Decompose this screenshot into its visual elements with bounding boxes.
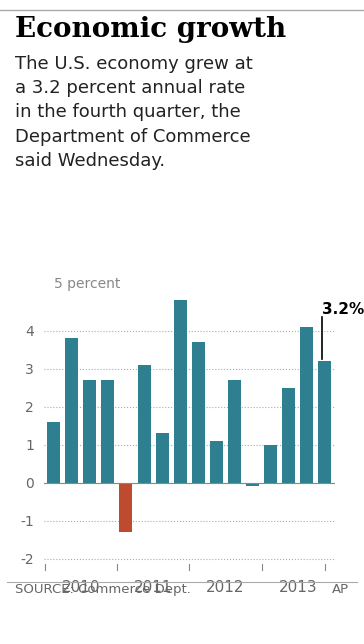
- Bar: [282, 388, 295, 482]
- Bar: [156, 433, 169, 482]
- Bar: [174, 300, 187, 482]
- Bar: [264, 444, 277, 482]
- Bar: [65, 338, 78, 482]
- Bar: [246, 482, 259, 486]
- Bar: [83, 380, 96, 482]
- Text: 3.2%: 3.2%: [322, 303, 364, 317]
- Text: Economic growth: Economic growth: [15, 16, 286, 43]
- Bar: [318, 361, 332, 482]
- Text: The U.S. economy grew at
a 3.2 percent annual rate
in the fourth quarter, the
De: The U.S. economy grew at a 3.2 percent a…: [15, 55, 252, 170]
- Bar: [192, 342, 205, 482]
- Bar: [300, 327, 313, 482]
- Text: SOURCE: Commerce Dept.: SOURCE: Commerce Dept.: [15, 583, 190, 596]
- Bar: [210, 440, 223, 482]
- Bar: [228, 380, 241, 482]
- Text: AP: AP: [332, 583, 349, 596]
- Text: 5 percent: 5 percent: [54, 277, 120, 291]
- Bar: [138, 365, 151, 482]
- Bar: [119, 482, 132, 532]
- Bar: [47, 422, 60, 482]
- Bar: [102, 380, 114, 482]
